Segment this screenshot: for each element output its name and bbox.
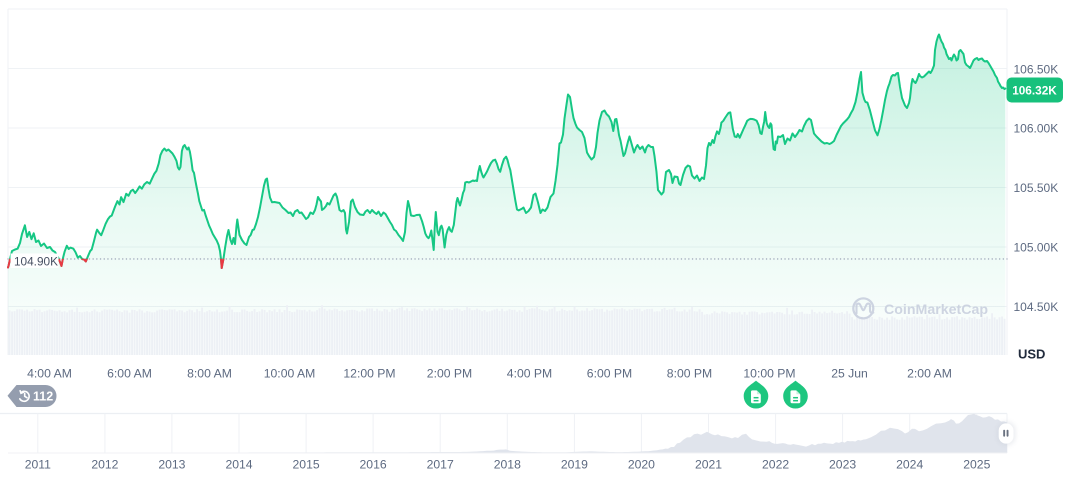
svg-text:105.00K: 105.00K (1014, 240, 1059, 254)
svg-text:6:00 AM: 6:00 AM (107, 367, 152, 381)
svg-text:2018: 2018 (494, 458, 521, 472)
svg-text:106.50K: 106.50K (1014, 62, 1059, 76)
svg-text:2023: 2023 (829, 458, 856, 472)
svg-text:8:00 AM: 8:00 AM (187, 367, 232, 381)
svg-text:2015: 2015 (293, 458, 320, 472)
svg-text:8:00 PM: 8:00 PM (667, 367, 712, 381)
svg-text:6:00 PM: 6:00 PM (587, 367, 632, 381)
svg-text:2014: 2014 (225, 458, 252, 472)
svg-text:2013: 2013 (158, 458, 185, 472)
svg-text:2:00 AM: 2:00 AM (907, 367, 952, 381)
svg-text:4:00 PM: 4:00 PM (507, 367, 552, 381)
svg-text:2012: 2012 (91, 458, 118, 472)
svg-text:2025: 2025 (963, 458, 990, 472)
svg-text:2022: 2022 (762, 458, 789, 472)
svg-text:104.90K: 104.90K (14, 254, 58, 268)
svg-text:106.32K: 106.32K (1012, 84, 1057, 98)
svg-text:104.50K: 104.50K (1014, 300, 1059, 314)
svg-text:106.00K: 106.00K (1014, 121, 1059, 135)
svg-text:2011: 2011 (25, 458, 51, 472)
svg-text:112: 112 (33, 390, 53, 404)
svg-text:2017: 2017 (427, 458, 454, 472)
svg-text:CoinMarketCap: CoinMarketCap (884, 302, 988, 318)
svg-text:10:00 PM: 10:00 PM (743, 367, 795, 381)
svg-text:4:00 AM: 4:00 AM (27, 367, 72, 381)
svg-text:105.50K: 105.50K (1014, 181, 1059, 195)
svg-text:10:00 AM: 10:00 AM (264, 367, 316, 381)
svg-text:2024: 2024 (896, 458, 923, 472)
svg-text:2:00 PM: 2:00 PM (427, 367, 472, 381)
svg-text:2021: 2021 (695, 458, 722, 472)
svg-text:25 Jun: 25 Jun (831, 367, 868, 381)
svg-text:2016: 2016 (360, 458, 387, 472)
svg-text:2020: 2020 (628, 458, 655, 472)
svg-text:USD: USD (1018, 347, 1045, 362)
svg-text:2019: 2019 (561, 458, 588, 472)
svg-text:12:00 PM: 12:00 PM (343, 367, 395, 381)
